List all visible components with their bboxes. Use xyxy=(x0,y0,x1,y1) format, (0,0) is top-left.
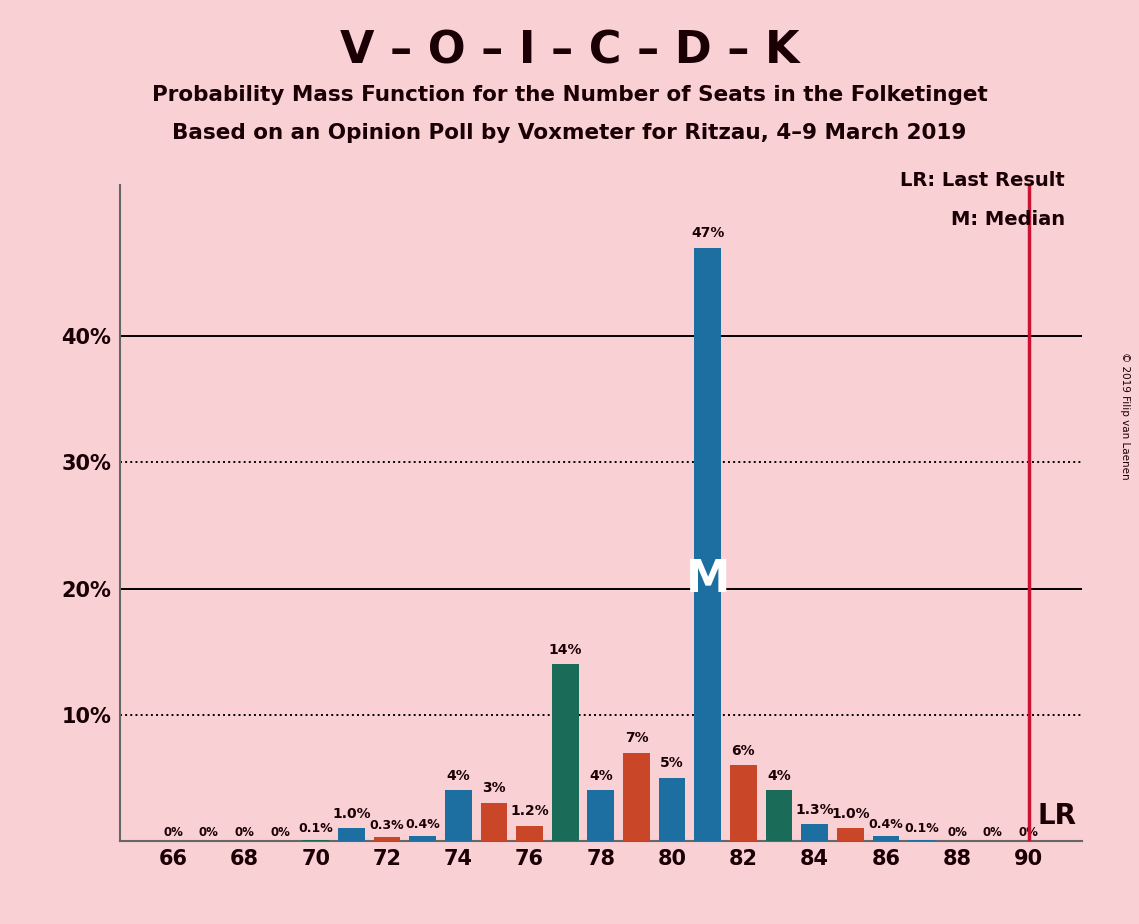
Text: © 2019 Filip van Laenen: © 2019 Filip van Laenen xyxy=(1121,352,1130,480)
Text: 1.3%: 1.3% xyxy=(795,803,834,817)
Text: M: M xyxy=(686,558,730,602)
Text: 0.3%: 0.3% xyxy=(370,819,404,832)
Text: 3%: 3% xyxy=(482,782,506,796)
Bar xyxy=(374,837,400,841)
Bar xyxy=(658,778,686,841)
Text: 7%: 7% xyxy=(624,731,648,745)
Text: 1.0%: 1.0% xyxy=(831,807,870,821)
Text: 0.4%: 0.4% xyxy=(405,818,440,831)
Text: 0.1%: 0.1% xyxy=(904,821,939,834)
Bar xyxy=(695,248,721,841)
Text: Probability Mass Function for the Number of Seats in the Folketinget: Probability Mass Function for the Number… xyxy=(151,85,988,105)
Bar xyxy=(837,828,863,841)
Text: V – O – I – C – D – K: V – O – I – C – D – K xyxy=(339,30,800,73)
Bar xyxy=(338,828,364,841)
Text: 0.1%: 0.1% xyxy=(298,821,333,834)
Text: Based on an Opinion Poll by Voxmeter for Ritzau, 4–9 March 2019: Based on an Opinion Poll by Voxmeter for… xyxy=(172,123,967,143)
Text: 0%: 0% xyxy=(199,826,219,839)
Text: 1.2%: 1.2% xyxy=(510,804,549,818)
Bar xyxy=(302,840,329,841)
Bar xyxy=(588,790,614,841)
Text: 0%: 0% xyxy=(270,826,290,839)
Bar xyxy=(481,803,507,841)
Text: 4%: 4% xyxy=(768,769,790,783)
Bar xyxy=(516,826,543,841)
Text: 47%: 47% xyxy=(691,226,724,240)
Bar xyxy=(730,765,756,841)
Text: 6%: 6% xyxy=(731,744,755,758)
Text: 5%: 5% xyxy=(661,756,685,771)
Text: 0%: 0% xyxy=(235,826,254,839)
Text: M: Median: M: Median xyxy=(951,210,1065,229)
Bar xyxy=(445,790,472,841)
Bar xyxy=(908,840,935,841)
Text: 4%: 4% xyxy=(446,769,470,783)
Text: 0%: 0% xyxy=(948,826,967,839)
Text: LR: Last Result: LR: Last Result xyxy=(900,171,1065,190)
Text: 0%: 0% xyxy=(983,826,1002,839)
Text: 14%: 14% xyxy=(548,643,582,657)
Text: 0%: 0% xyxy=(163,826,183,839)
Bar xyxy=(551,664,579,841)
Text: LR: LR xyxy=(1038,802,1076,830)
Bar xyxy=(802,824,828,841)
Bar xyxy=(409,836,436,841)
Bar xyxy=(872,836,900,841)
Bar xyxy=(765,790,793,841)
Text: 0.4%: 0.4% xyxy=(869,818,903,831)
Text: 4%: 4% xyxy=(589,769,613,783)
Text: 0%: 0% xyxy=(1018,826,1039,839)
Bar xyxy=(623,752,650,841)
Text: 1.0%: 1.0% xyxy=(331,807,370,821)
